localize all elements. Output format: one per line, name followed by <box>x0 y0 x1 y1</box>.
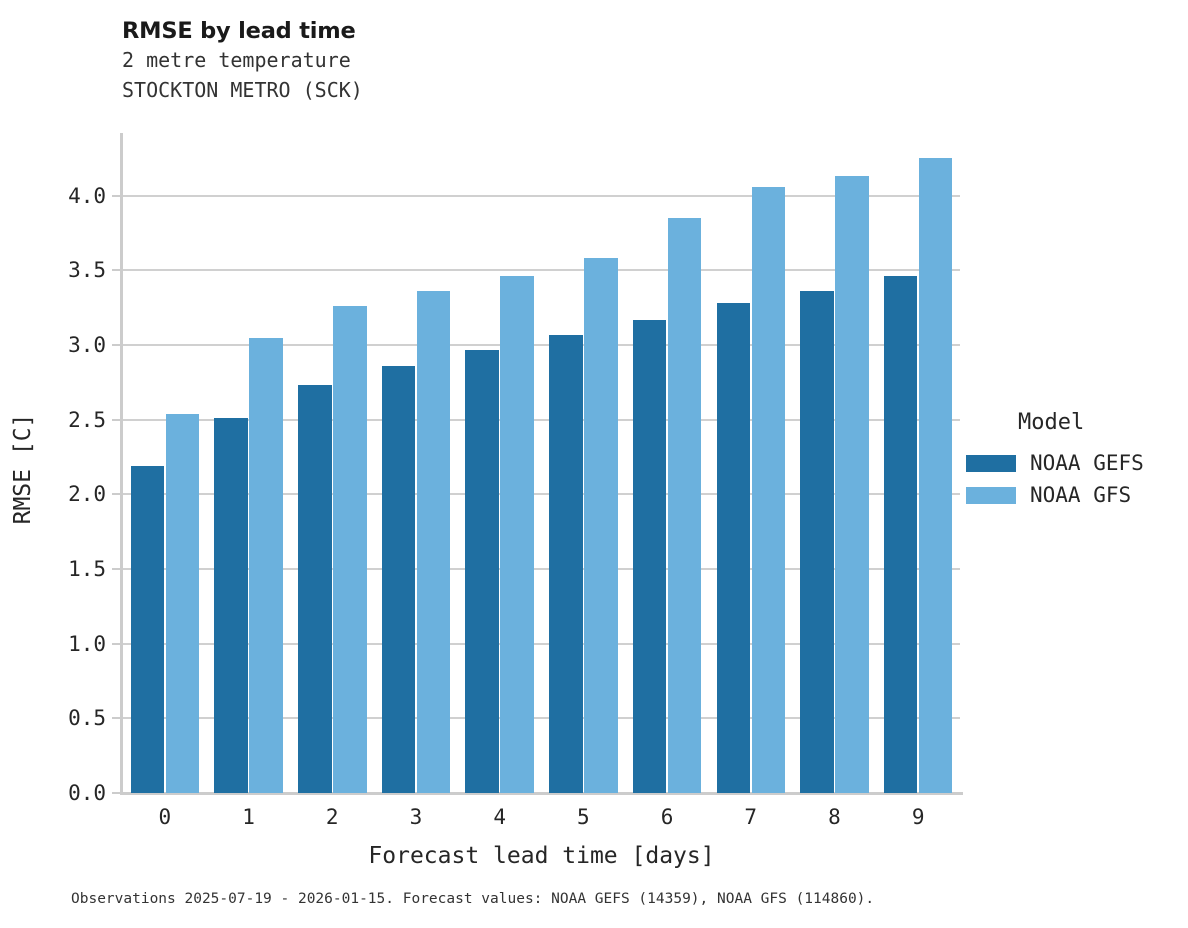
x-tick-label: 5 <box>577 805 590 829</box>
bar[interactable] <box>584 258 618 793</box>
bar[interactable] <box>835 176 869 793</box>
chart-subtitle-station: STOCKTON METRO (SCK) <box>122 78 363 102</box>
legend-rows: NOAA GEFS NOAA GFS <box>966 448 1182 510</box>
x-axis-spine <box>120 792 963 795</box>
x-tick-label: 3 <box>409 805 423 829</box>
bar[interactable] <box>716 303 750 793</box>
gridline <box>123 493 960 496</box>
y-tick-label: 1.5 <box>68 557 106 582</box>
y-tick-label: 4.0 <box>68 183 106 208</box>
legend-label: NOAA GFS <box>1030 482 1132 507</box>
bar[interactable] <box>632 319 667 793</box>
legend-item[interactable]: NOAA GFS <box>966 480 1182 510</box>
bar[interactable] <box>249 337 283 793</box>
gridline <box>123 269 960 272</box>
bar[interactable] <box>549 334 583 793</box>
y-tick-label: 3.5 <box>68 258 106 283</box>
y-tick-label: 0.5 <box>68 706 106 731</box>
legend-swatch-icon <box>966 454 1016 472</box>
bar[interactable] <box>416 291 451 793</box>
gridline <box>123 642 960 645</box>
plot-area <box>123 133 960 793</box>
x-tick-label: 1 <box>242 805 255 829</box>
chart-subtitle: 2 metre temperature <box>122 48 351 72</box>
gridline <box>123 194 960 197</box>
legend-title: Model <box>1018 410 1085 435</box>
x-tick-label: 9 <box>911 805 925 829</box>
bar[interactable] <box>500 276 534 793</box>
legend-swatch-icon <box>966 486 1016 504</box>
gridline <box>123 568 960 571</box>
y-axis-spine <box>120 133 123 795</box>
bar[interactable] <box>165 413 200 793</box>
bar[interactable] <box>918 158 953 793</box>
bar[interactable] <box>298 385 332 793</box>
y-tick-label: 0.0 <box>68 781 106 805</box>
x-tick-label: 7 <box>744 805 758 829</box>
bar[interactable] <box>465 349 499 793</box>
footer-note: Observations 2025-07-19 - 2026-01-15. Fo… <box>71 891 875 907</box>
y-axis-title: RMSE [C] <box>10 413 36 525</box>
x-tick-label: 8 <box>828 805 841 829</box>
bar[interactable] <box>800 291 834 793</box>
gridline <box>123 418 960 421</box>
x-axis-title: Forecast lead time [days] <box>368 843 715 869</box>
bar[interactable] <box>381 365 416 793</box>
title-block: RMSE by lead time 2 metre temperature ST… <box>122 17 922 105</box>
x-tick-label: 2 <box>325 805 339 829</box>
legend-item[interactable]: NOAA GEFS <box>966 448 1182 478</box>
bar[interactable] <box>333 306 367 793</box>
legend-label: NOAA GEFS <box>1030 450 1144 475</box>
y-tick-label: 2.0 <box>68 482 106 507</box>
bar[interactable] <box>751 186 785 793</box>
legend: Model NOAA GEFS NOAA GFS <box>966 410 1182 512</box>
chart-title: RMSE by lead time <box>122 18 356 44</box>
bar[interactable] <box>883 276 918 793</box>
y-tick-label: 1.0 <box>68 631 106 656</box>
x-tick-label: 4 <box>493 805 506 829</box>
bar[interactable] <box>130 466 165 793</box>
x-tick-label: 0 <box>158 805 172 829</box>
bar[interactable] <box>667 218 702 793</box>
y-tick-label: 2.5 <box>68 407 106 432</box>
x-tick-label: 6 <box>660 805 674 829</box>
bar[interactable] <box>214 418 248 793</box>
gridline <box>123 717 960 720</box>
y-tick-label: 3.0 <box>68 333 106 358</box>
gridline <box>123 344 960 347</box>
